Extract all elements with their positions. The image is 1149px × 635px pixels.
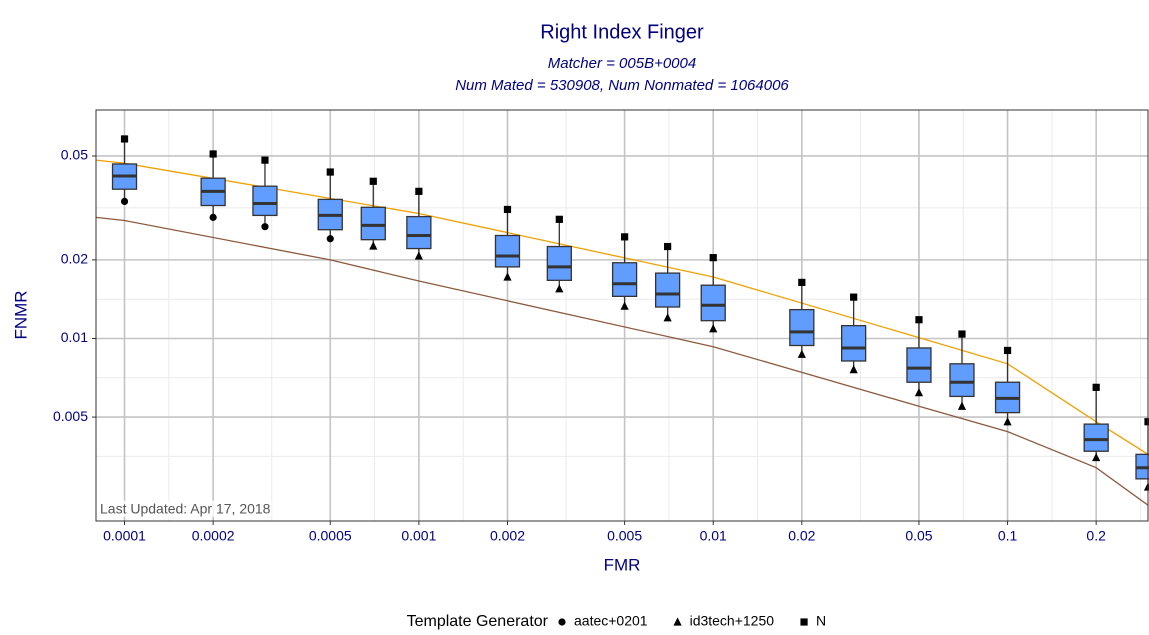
marker — [414, 251, 423, 260]
x-axis-label: FMR — [604, 555, 641, 574]
marker — [958, 330, 966, 338]
box-group — [360, 181, 386, 247]
x-tick-label: 0.0005 — [309, 528, 352, 544]
marker — [1092, 452, 1101, 462]
marker — [621, 233, 629, 241]
marker — [120, 135, 129, 143]
box — [841, 324, 867, 362]
marker — [369, 241, 378, 250]
marker — [798, 278, 806, 286]
y-axis-label: FNMR — [11, 290, 30, 339]
box-group — [654, 246, 681, 318]
legend-marker — [558, 618, 566, 626]
marker — [261, 223, 269, 231]
box-group — [700, 257, 726, 329]
marker — [209, 213, 217, 221]
annotation: Last Updated: Apr 17, 2018 — [100, 501, 271, 517]
x-tick-label: 0.0001 — [103, 528, 146, 544]
box — [700, 284, 726, 322]
chart-title: Right Index Finger — [540, 21, 704, 43]
legend-marker — [800, 618, 808, 626]
marker — [957, 401, 967, 410]
x-tick-label: 0.05 — [905, 528, 932, 544]
marker — [503, 272, 512, 281]
box-group — [546, 219, 572, 289]
marker — [664, 242, 672, 251]
box-group — [1083, 387, 1109, 458]
legend-marker — [673, 617, 682, 626]
marker — [1144, 418, 1149, 426]
box-group — [494, 209, 521, 277]
box-group — [406, 191, 432, 256]
marker — [555, 284, 564, 293]
box — [360, 206, 386, 241]
chart-subtitle: Num Mated = 530908, Num Nonmated = 10640… — [455, 77, 789, 94]
marker — [1003, 417, 1012, 426]
x-tick-label: 0.2 — [1086, 528, 1106, 544]
marker — [261, 156, 269, 164]
box — [906, 347, 932, 383]
legend-label: N — [816, 613, 826, 629]
y-tick-label: 0.05 — [61, 147, 88, 163]
box — [494, 234, 521, 268]
annotation-bg — [99, 500, 272, 517]
reference-line — [95, 216, 1149, 506]
legend-label: id3tech+1250 — [690, 613, 775, 629]
box — [949, 363, 975, 398]
marker — [620, 301, 629, 310]
marker — [914, 388, 924, 397]
y-tick-label: 0.005 — [53, 408, 88, 424]
x-tick-label: 0.02 — [788, 528, 815, 544]
box — [406, 215, 432, 250]
y-tick-label: 0.02 — [61, 251, 88, 267]
marker — [503, 205, 512, 214]
box-group — [841, 297, 867, 370]
box-group — [252, 160, 278, 227]
box-group — [994, 350, 1021, 422]
box — [252, 185, 278, 217]
x-tick-label: 0.0002 — [192, 528, 235, 544]
marker — [120, 197, 129, 205]
box-group — [789, 282, 815, 355]
box-group — [200, 153, 226, 218]
box — [546, 245, 572, 281]
box — [611, 262, 638, 298]
box-group — [906, 319, 932, 393]
box-group — [949, 334, 975, 407]
marker — [663, 313, 672, 322]
marker — [849, 365, 858, 374]
legend-label: aatec+0201 — [574, 613, 648, 629]
box-group — [611, 236, 638, 307]
marker — [369, 177, 377, 185]
chart-subtitle: Matcher = 005B+0004 — [548, 55, 696, 72]
marker — [1003, 346, 1012, 355]
box — [1083, 423, 1109, 452]
marker — [797, 349, 806, 358]
box — [654, 272, 681, 308]
marker — [415, 187, 423, 195]
x-tick-label: 0.002 — [490, 528, 525, 544]
marker — [1092, 383, 1100, 391]
box — [789, 308, 815, 347]
marker — [209, 150, 217, 158]
x-tick-label: 0.005 — [607, 528, 642, 544]
panel-border — [95, 109, 1149, 522]
marker — [850, 293, 858, 301]
marker — [326, 168, 334, 176]
box-group — [111, 138, 138, 202]
marker — [326, 235, 334, 243]
marker — [709, 324, 718, 333]
marker — [555, 215, 563, 223]
x-tick-label: 0.001 — [401, 528, 436, 544]
y-tick-label: 0.01 — [61, 329, 88, 345]
box-group — [317, 172, 343, 239]
marker — [915, 316, 923, 324]
x-tick-label: 0.01 — [700, 528, 727, 544]
x-tick-label: 0.1 — [998, 528, 1018, 544]
marker — [709, 254, 717, 262]
legend-title: Template Generator — [407, 613, 549, 630]
box-group — [1135, 421, 1149, 487]
